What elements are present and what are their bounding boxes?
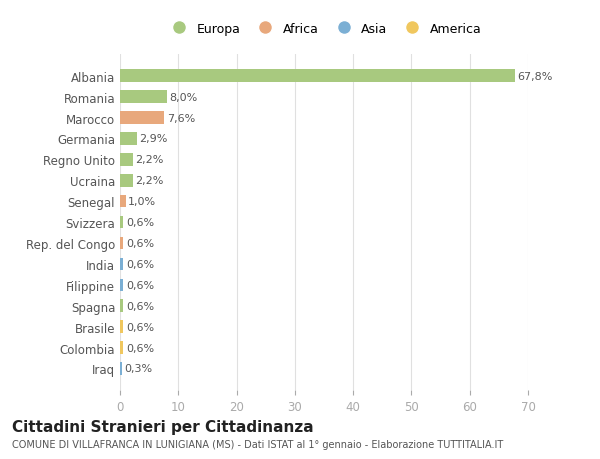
Bar — [120, 154, 133, 166]
Text: Cittadini Stranieri per Cittadinanza: Cittadini Stranieri per Cittadinanza — [12, 420, 314, 435]
Bar — [120, 174, 133, 187]
Text: COMUNE DI VILLAFRANCA IN LUNIGIANA (MS) - Dati ISTAT al 1° gennaio - Elaborazion: COMUNE DI VILLAFRANCA IN LUNIGIANA (MS) … — [12, 440, 503, 449]
Bar — [120, 341, 124, 354]
Bar — [120, 133, 137, 146]
Text: 0,3%: 0,3% — [124, 364, 152, 374]
Bar — [120, 300, 124, 312]
Bar — [120, 258, 124, 271]
Bar — [120, 237, 124, 250]
Bar — [120, 112, 164, 124]
Text: 0,6%: 0,6% — [126, 218, 154, 228]
Bar — [120, 216, 124, 229]
Text: 2,2%: 2,2% — [135, 176, 164, 186]
Legend: Europa, Africa, Asia, America: Europa, Africa, Asia, America — [161, 18, 487, 41]
Text: 2,2%: 2,2% — [135, 155, 164, 165]
Text: 7,6%: 7,6% — [167, 113, 195, 123]
Bar — [120, 70, 515, 83]
Bar — [120, 321, 124, 333]
Text: 0,6%: 0,6% — [126, 343, 154, 353]
Text: 0,6%: 0,6% — [126, 239, 154, 248]
Text: 0,6%: 0,6% — [126, 322, 154, 332]
Text: 1,0%: 1,0% — [128, 197, 156, 207]
Bar — [120, 196, 126, 208]
Bar — [120, 279, 124, 291]
Text: 0,6%: 0,6% — [126, 259, 154, 269]
Text: 8,0%: 8,0% — [169, 92, 197, 102]
Text: 0,6%: 0,6% — [126, 280, 154, 290]
Text: 2,9%: 2,9% — [139, 134, 167, 144]
Bar — [120, 363, 122, 375]
Text: 67,8%: 67,8% — [518, 72, 553, 82]
Text: 0,6%: 0,6% — [126, 301, 154, 311]
Bar — [120, 91, 167, 104]
